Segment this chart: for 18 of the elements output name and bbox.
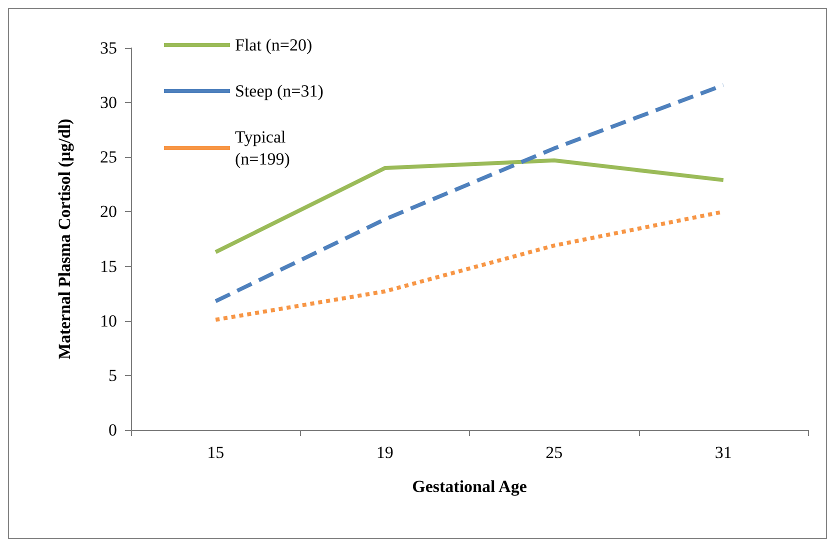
x-tick-label: 25 bbox=[546, 443, 563, 462]
y-tick-label: 30 bbox=[100, 93, 117, 112]
y-tick-label: 25 bbox=[100, 148, 117, 167]
legend-label: Flat (n=20) bbox=[235, 36, 312, 54]
x-axis-title: Gestational Age bbox=[412, 477, 528, 496]
y-tick-label: 10 bbox=[100, 311, 117, 330]
x-tick-label: 31 bbox=[714, 443, 732, 462]
y-tick-label: 5 bbox=[108, 366, 117, 385]
y-tick-label: 15 bbox=[100, 256, 117, 276]
x-tick-label: 19 bbox=[376, 443, 394, 462]
y-tick-label: 0 bbox=[108, 420, 117, 440]
line-series bbox=[214, 83, 726, 304]
legend-label: Steep (n=31) bbox=[235, 82, 324, 100]
y-axis-title: Maternal Plasma Cortisol (µg/dl) bbox=[55, 118, 74, 360]
y-tick-label: 35 bbox=[100, 38, 117, 58]
x-tick-label: 15 bbox=[207, 443, 224, 462]
legend-label: Typical (n=199) bbox=[235, 128, 290, 168]
y-tick-label: 20 bbox=[100, 202, 117, 222]
